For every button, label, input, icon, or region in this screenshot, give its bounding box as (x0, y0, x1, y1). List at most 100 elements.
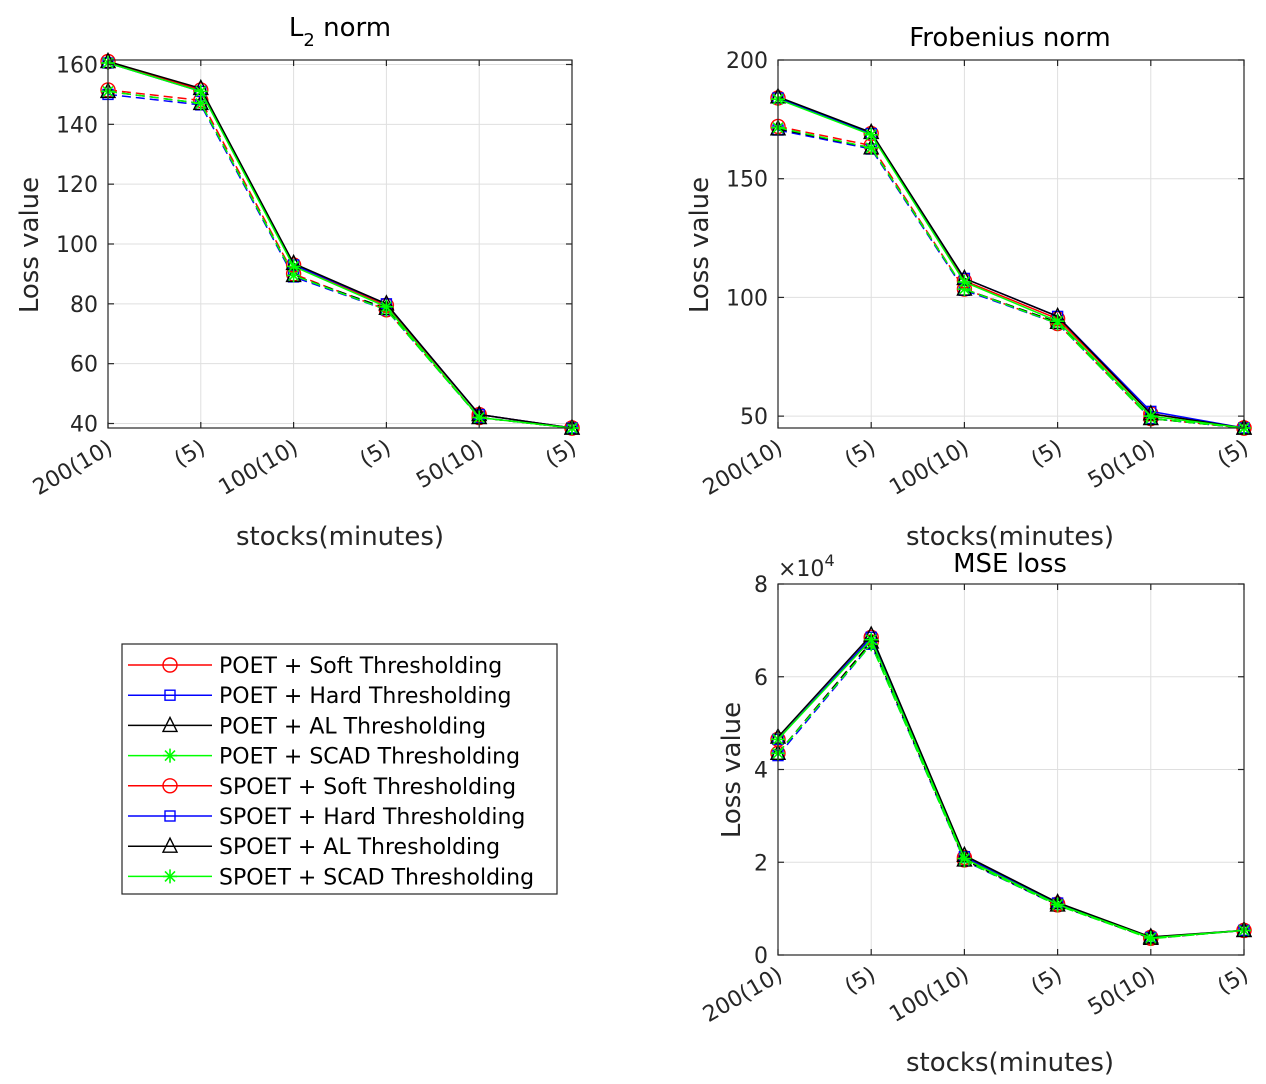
y-tick-label: 60 (70, 353, 98, 378)
y-tick-label: 160 (56, 53, 98, 78)
legend-marker (162, 778, 178, 794)
x-tick-label: 100(10) (885, 436, 973, 501)
data-point (193, 84, 208, 99)
data-point (472, 410, 487, 425)
series-line (107, 62, 573, 429)
legend-label: SPOET + SCAD Thresholding (219, 865, 534, 890)
x-tick-label: 50(10) (412, 436, 488, 494)
legend-label: POET + Soft Thresholding (219, 654, 502, 679)
y-tick-label: 120 (56, 173, 98, 198)
legend-marker (163, 748, 177, 763)
y-tick-label: 50 (740, 405, 768, 430)
legend-entry: POET + SCAD Thresholding (128, 745, 520, 770)
x-tick-label: (5) (841, 436, 880, 473)
legend-entry: POET + Hard Thresholding (128, 684, 511, 709)
chart-title-mse: MSE loss (953, 549, 1067, 579)
y-tick-label: 80 (70, 293, 98, 318)
x-tick-label: 200(10) (29, 436, 117, 501)
series-line (777, 633, 1245, 938)
data-point (1143, 930, 1158, 945)
data-point (286, 259, 301, 274)
data-point (957, 274, 972, 289)
legend-label: POET + AL Thresholding (219, 714, 486, 739)
y-tick-label: 140 (56, 113, 98, 138)
legend-label: POET + Hard Thresholding (219, 684, 511, 709)
y-tick-label: 0 (754, 944, 768, 969)
legend-entry: SPOET + SCAD Thresholding (128, 865, 534, 890)
x-tick-label: 50(10) (1084, 963, 1160, 1021)
x-tick-label: (5) (1027, 963, 1066, 1000)
legend-marker (164, 689, 176, 701)
x-tick-label: 50(10) (1084, 436, 1160, 494)
x-axis-label: stocks(minutes) (906, 522, 1114, 552)
data-point (864, 140, 879, 155)
data-point (864, 632, 879, 647)
legend-box (121, 643, 558, 895)
y-tick-label: 40 (70, 413, 98, 438)
y-tick-label: 150 (726, 168, 768, 193)
data-point (1050, 314, 1065, 329)
y-tick-label: 8 (754, 573, 768, 598)
legend-marker (162, 657, 178, 673)
x-tick-label: (5) (356, 436, 395, 473)
x-tick-label: (5) (841, 963, 880, 1000)
axes-box (777, 59, 1245, 429)
chart-title-l2: L2 norm (289, 13, 391, 51)
y-axis-label: Loss value (685, 177, 715, 313)
legend-entry: SPOET + Hard Thresholding (128, 805, 525, 830)
data-point (1050, 897, 1065, 912)
legend-entry: POET + Soft Thresholding (128, 654, 502, 679)
series-line (777, 638, 1245, 939)
data-point (379, 299, 394, 314)
series-4 (771, 92, 1251, 435)
x-tick-label: (5) (170, 436, 209, 473)
y-exponent-label: ×104 (778, 551, 835, 582)
x-tick-label: (5) (542, 436, 581, 473)
series-line (777, 96, 1245, 429)
legend-marker (161, 836, 179, 853)
plot-background (778, 60, 1244, 428)
data-point (1143, 409, 1158, 424)
legend-entry: SPOET + Soft Thresholding (128, 775, 516, 800)
y-tick-label: 200 (726, 49, 768, 74)
x-tick-label: (5) (1214, 963, 1253, 1000)
series-line (777, 640, 1245, 940)
legend-marker (164, 810, 176, 822)
x-tick-label: (5) (1214, 436, 1253, 473)
legend-marker (161, 715, 179, 733)
y-tick-label: 4 (754, 759, 768, 784)
series-line (777, 642, 1245, 940)
series-line (107, 90, 573, 429)
y-tick-label: 100 (56, 233, 98, 258)
legend-entry: POET + AL Thresholding (128, 714, 486, 739)
chart-title-frobenius: Frobenius norm (909, 23, 1111, 53)
legend-label: SPOET + Hard Thresholding (219, 805, 525, 830)
legend-marker (163, 869, 177, 884)
legend-label: POET + SCAD Thresholding (219, 745, 520, 770)
x-tick-label: 100(10) (885, 963, 973, 1028)
series-line (777, 98, 1245, 429)
x-axis-label: stocks(minutes) (236, 522, 444, 552)
y-tick-label: 2 (754, 851, 768, 876)
x-axis-label: stocks(minutes) (906, 1048, 1114, 1078)
y-tick-label: 100 (726, 286, 768, 311)
y-axis-label: Loss value (717, 702, 747, 838)
x-tick-label: (5) (1027, 436, 1066, 473)
y-tick-label: 6 (754, 666, 768, 691)
series-line (777, 126, 1245, 429)
legend-label: SPOET + AL Thresholding (219, 835, 500, 860)
data-point (957, 851, 972, 866)
data-point (193, 96, 208, 111)
series-line (107, 60, 573, 429)
legend: POET + Soft Thresholding POET + Hard Thre… (121, 643, 558, 895)
data-point (864, 127, 879, 142)
x-tick-label: 200(10) (699, 436, 787, 501)
x-tick-label: 200(10) (699, 963, 787, 1028)
